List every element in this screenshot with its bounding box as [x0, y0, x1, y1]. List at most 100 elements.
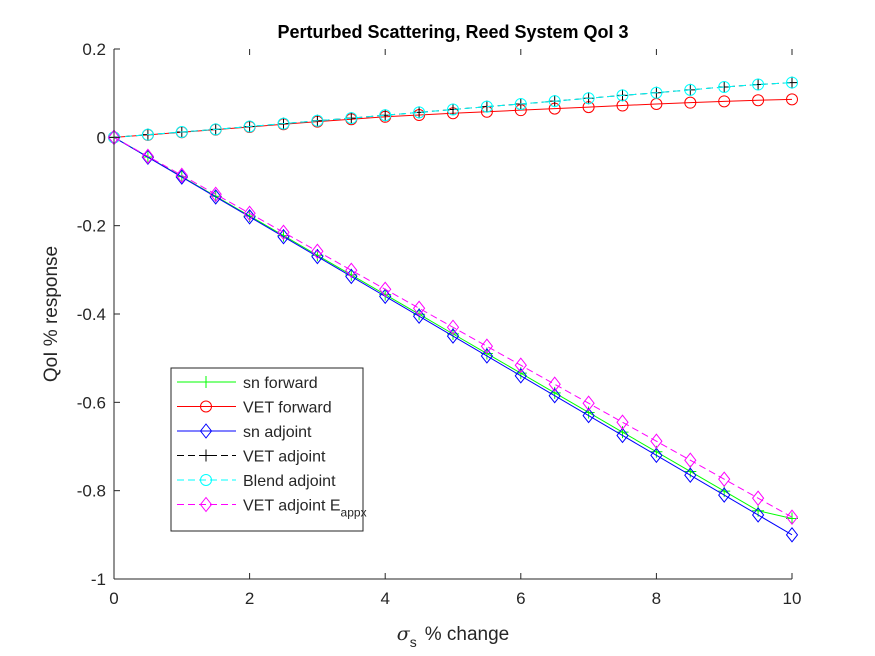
legend-marker — [200, 449, 212, 462]
legend-label: Blend adjoint — [243, 473, 336, 490]
legend-marker — [199, 496, 213, 513]
data-point — [175, 169, 188, 185]
data-point — [209, 123, 222, 136]
legend-item: sn adjoint — [177, 423, 312, 441]
data-point — [785, 509, 799, 525]
data-point — [243, 120, 256, 133]
y-tick-label: -1 — [91, 570, 106, 589]
x-tick-label: 10 — [783, 589, 802, 608]
data-point — [582, 395, 595, 412]
chart-title: Perturbed Scattering, Reed System QoI 3 — [277, 22, 628, 42]
y-tick-label: -0.2 — [77, 217, 106, 236]
data-point — [718, 487, 731, 503]
data-point — [650, 433, 663, 450]
data-point — [718, 80, 731, 93]
legend-items: sn forward VET forward sn adjoint VET adjoi… — [177, 375, 367, 520]
data-point — [616, 427, 629, 444]
legend-label: sn adjoint — [243, 424, 312, 441]
y-axis-label: QoI % response — [41, 246, 62, 382]
y-tick-label: 0 — [97, 128, 106, 147]
data-point — [480, 100, 493, 113]
data-point — [345, 262, 358, 279]
data-point — [141, 128, 154, 141]
legend-item: Blend adjoint — [177, 473, 336, 490]
x-ticks: 0 2 4 6 8 10 — [109, 49, 801, 608]
series-layer — [107, 76, 799, 543]
legend-label: sn forward — [243, 375, 318, 392]
x-tick-label: 6 — [516, 589, 525, 608]
legend-label: VET adjoint — [243, 449, 326, 466]
data-point — [751, 490, 765, 506]
data-point — [379, 281, 392, 298]
data-point — [548, 376, 561, 393]
y-tick-label: -0.4 — [77, 305, 106, 324]
data-point — [582, 407, 595, 424]
data-point — [141, 149, 155, 166]
data-point — [412, 308, 426, 325]
data-point — [548, 95, 561, 108]
data-point — [752, 78, 765, 91]
data-point — [243, 209, 256, 225]
legend-marker — [200, 474, 212, 486]
data-point — [345, 112, 358, 125]
x-tick-label: 4 — [380, 589, 389, 608]
data-point — [684, 96, 697, 109]
data-point — [650, 86, 663, 99]
data-point — [548, 387, 561, 404]
series-line — [113, 136, 793, 518]
data-point — [446, 319, 460, 336]
data-point — [175, 167, 188, 184]
y-tick-label: 0.2 — [82, 40, 106, 59]
x-axis-label-subscript: s — [410, 634, 417, 650]
data-point — [311, 114, 324, 127]
data-point — [718, 471, 731, 487]
y-tick-label: -0.6 — [77, 393, 106, 412]
data-point — [514, 368, 527, 384]
legend-item: VET adjoint Eappx — [177, 496, 367, 520]
x-axis-label-text: % change — [425, 624, 510, 645]
legend-label-subscript: appx — [341, 506, 367, 520]
y-tick-label: -0.8 — [77, 482, 106, 501]
data-point — [514, 97, 527, 110]
data-point — [379, 288, 392, 305]
data-point — [446, 328, 460, 344]
data-point — [209, 186, 222, 203]
legend: sn forward VET forward sn adjoint VET adjoi… — [170, 367, 367, 532]
data-point — [752, 94, 765, 107]
x-axis-label-symbol: σ — [397, 623, 411, 645]
data-point — [684, 83, 697, 96]
data-point — [379, 109, 392, 122]
data-point — [616, 414, 629, 431]
data-point — [447, 103, 459, 116]
data-point — [786, 76, 798, 89]
data-point — [616, 89, 629, 102]
x-axis-label: σs % change — [397, 623, 510, 650]
data-point — [412, 300, 426, 317]
data-point — [277, 224, 290, 241]
data-point — [684, 452, 697, 469]
x-tick-label: 0 — [109, 589, 118, 608]
series-line — [113, 82, 793, 138]
legend-marker — [199, 423, 213, 439]
data-point — [413, 106, 426, 119]
legend-label: VET forward — [243, 400, 332, 417]
data-point — [650, 447, 663, 464]
legend-item: sn forward — [177, 375, 318, 392]
data-point — [480, 348, 494, 364]
legend-marker — [200, 400, 212, 413]
data-point — [718, 95, 731, 108]
x-tick-label: 8 — [652, 589, 661, 608]
data-point — [514, 357, 527, 374]
series-line — [113, 136, 793, 536]
data-point — [209, 189, 222, 205]
data-point — [785, 527, 799, 543]
legend-item: VET adjoint — [177, 449, 326, 466]
data-point — [751, 507, 765, 523]
data-point — [345, 268, 358, 285]
data-point — [582, 92, 595, 105]
x-tick-label: 2 — [245, 589, 254, 608]
series-5 — [107, 129, 799, 525]
data-point — [141, 148, 155, 165]
data-point — [277, 117, 290, 130]
